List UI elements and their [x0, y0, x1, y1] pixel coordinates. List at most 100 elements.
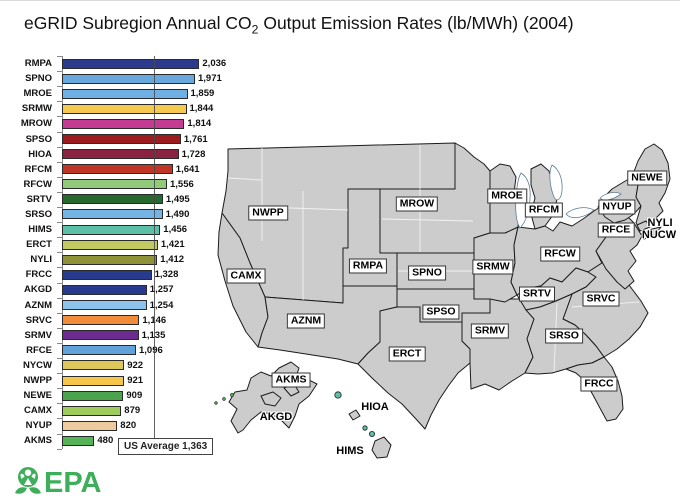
bar-row-SRTV: SRTV 1,495 — [0, 192, 320, 207]
bar-value: 1,490 — [165, 208, 190, 220]
axis-tick — [57, 327, 62, 329]
axis-tick — [57, 312, 62, 314]
axis-tick — [57, 176, 62, 178]
bar-category-label: SRTV — [26, 193, 52, 205]
bar-category-label: NEWE — [23, 390, 53, 402]
us-average-label: US Average 1,363 — [118, 438, 214, 455]
category-axis — [57, 56, 63, 450]
bar-value: 921 — [127, 375, 144, 387]
bar-value: 1,135 — [142, 330, 166, 341]
bar-HIMS — [62, 224, 161, 235]
bar-value: 1,096 — [139, 344, 163, 356]
axis-tick — [57, 71, 62, 73]
bar-value: 1,421 — [160, 239, 185, 251]
bar-RFCM — [62, 164, 173, 175]
bar-ERCT — [62, 239, 158, 250]
bar-RFCE — [62, 345, 136, 356]
bar-row-MROE: MROE 1,859 — [0, 86, 320, 101]
axis-tick — [57, 56, 62, 57]
bar-value: 1,328 — [154, 269, 179, 281]
bar-row-SRMW: SRMW 1,844 — [0, 101, 320, 116]
bar-value: 1,456 — [163, 224, 188, 236]
hawaii-island-molokai — [362, 425, 368, 431]
bar-SRMV — [62, 330, 139, 341]
axis-tick — [57, 131, 62, 133]
bar-AKGD — [62, 284, 147, 295]
bar-SRTV — [62, 194, 163, 205]
bar-NEWE — [62, 390, 124, 401]
axis-tick — [57, 237, 62, 239]
bar-value: 1,257 — [149, 284, 174, 296]
bar-row-NEWE: NEWE 909 — [0, 388, 320, 403]
bar-category-label: HIMS — [28, 224, 52, 236]
bar-category-label: MROE — [23, 88, 53, 100]
region-NEWE — [631, 143, 671, 231]
bar-category-label: AZNM — [24, 299, 52, 311]
bar-NYLI — [62, 254, 158, 265]
bar-value: 1,254 — [149, 299, 174, 311]
bar-category-label: FRCC — [25, 269, 52, 281]
hawaii-island-kauai — [334, 391, 342, 399]
bar-SRVC — [62, 315, 140, 326]
axis-tick — [57, 146, 62, 148]
bar-row-FRCC: FRCC 1,328 — [0, 267, 320, 282]
bar-value: 820 — [120, 420, 137, 432]
bar-NYUP — [62, 420, 118, 431]
bar-SRSO — [62, 209, 163, 220]
bar-MROW — [62, 118, 185, 129]
epa-flower-icon — [15, 467, 41, 494]
bar-category-label: CAMX — [24, 405, 52, 417]
axis-tick — [57, 267, 62, 269]
bar-AZNM — [62, 300, 147, 311]
bar-row-NYCW: NYCW 922 — [0, 358, 320, 373]
bar-row-HIOA: HIOA 1,728 — [0, 147, 320, 162]
bar-value: 1,728 — [181, 148, 206, 160]
axis-tick — [57, 116, 62, 118]
bar-row-SRMV: SRMV 1,135 — [0, 328, 320, 343]
bar-row-RMPA: RMPA 2,036 — [0, 56, 320, 71]
page-title: eGRID Subregion Annual CO2 Output Emissi… — [24, 13, 574, 37]
region-SRMV — [461, 298, 535, 391]
bar-category-label: SRSO — [25, 208, 52, 220]
bar-NWPP — [62, 375, 125, 386]
bar-category-label: NWPP — [23, 375, 53, 387]
bar-value: 909 — [126, 390, 143, 402]
bar-row-NYLI: NYLI 1,412 — [0, 252, 320, 267]
region-NYLI — [640, 226, 662, 240]
bar-value: 1,859 — [190, 88, 215, 100]
axis-tick — [57, 161, 62, 163]
axis-tick — [57, 191, 62, 193]
hawaii-island-maui — [368, 430, 375, 437]
bar-value: 1,641 — [175, 163, 200, 175]
bar-value: 1,814 — [187, 118, 212, 130]
axis-tick — [57, 282, 62, 284]
us-average-reference-line — [154, 56, 155, 440]
bar-value: 1,556 — [170, 178, 194, 190]
bar-SRMW — [62, 103, 187, 114]
bar-category-label: RFCM — [24, 163, 52, 175]
bar-AKMS — [62, 435, 95, 446]
bar-category-label: HIOA — [28, 148, 52, 160]
aleutian-island-dot — [222, 397, 226, 401]
bar-category-label: RMPA — [24, 58, 52, 70]
axis-tick — [57, 207, 62, 208]
epa-logo-text: EPA — [44, 467, 102, 499]
bar-row-AZNM: AZNM 1,254 — [0, 298, 320, 313]
bar-NYCW — [62, 360, 125, 371]
bar-value: 879 — [124, 405, 141, 417]
bar-RMPA — [62, 58, 200, 69]
bar-category-label: SPSO — [25, 133, 52, 145]
axis-tick — [57, 448, 62, 450]
bar-category-label: RFCW — [23, 178, 53, 190]
region-HIOA — [348, 409, 361, 421]
axis-tick — [57, 86, 62, 88]
bar-row-AKMS: AKMS 480 — [0, 433, 320, 448]
region-NUCW — [636, 220, 651, 232]
bar-row-CAMX: CAMX 879 — [0, 403, 320, 418]
lake-erie — [565, 207, 595, 219]
bar-chart-rows: RMPA 2,036 SPNO 1,971 MROE 1,859 SRMW 1,844 MROW… — [0, 56, 320, 448]
bar-value: 1,495 — [165, 193, 190, 205]
bar-row-ERCT: ERCT 1,421 — [0, 237, 320, 252]
